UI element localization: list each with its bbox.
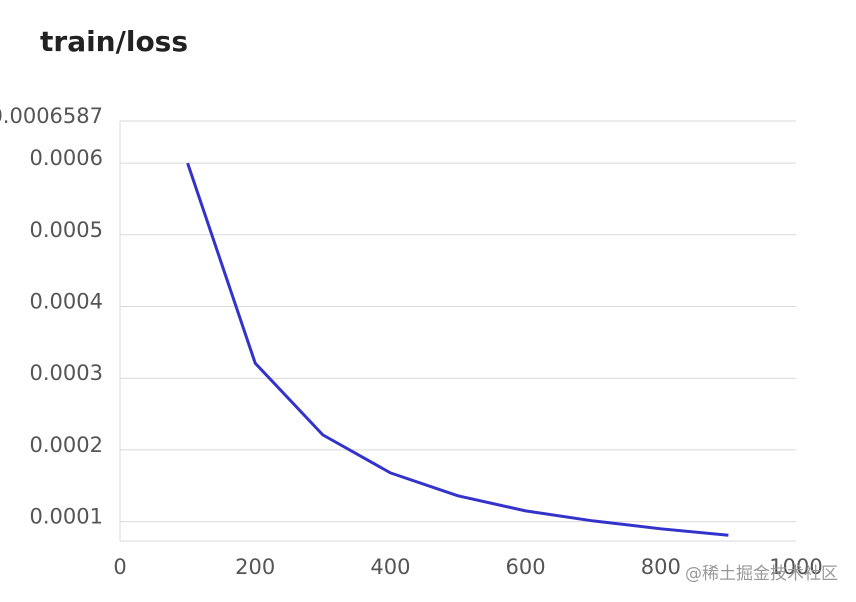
x-tick-label: 200 — [235, 555, 275, 579]
x-tick-label: 1000 — [769, 555, 822, 579]
y-tick-label: 0.0001 — [30, 505, 103, 529]
y-tick-label: 0.0005 — [30, 218, 103, 242]
x-tick-label: 400 — [370, 555, 410, 579]
y-tick-label: 0.0006 — [30, 146, 103, 170]
y-tick-label: 0.0002 — [30, 433, 103, 457]
y-tick-label: 0.0004 — [30, 290, 103, 314]
watermark: @稀土掘金技术社区 — [685, 564, 838, 584]
y-tick-label: 0.0003 — [30, 361, 103, 385]
y-tick-label: 0.0006587 — [0, 104, 103, 128]
x-tick-label: 0 — [113, 555, 126, 579]
x-tick-label: 800 — [641, 555, 681, 579]
x-tick-label: 600 — [506, 555, 546, 579]
chart-title: train/loss — [40, 25, 188, 58]
line-series — [186, 162, 729, 537]
